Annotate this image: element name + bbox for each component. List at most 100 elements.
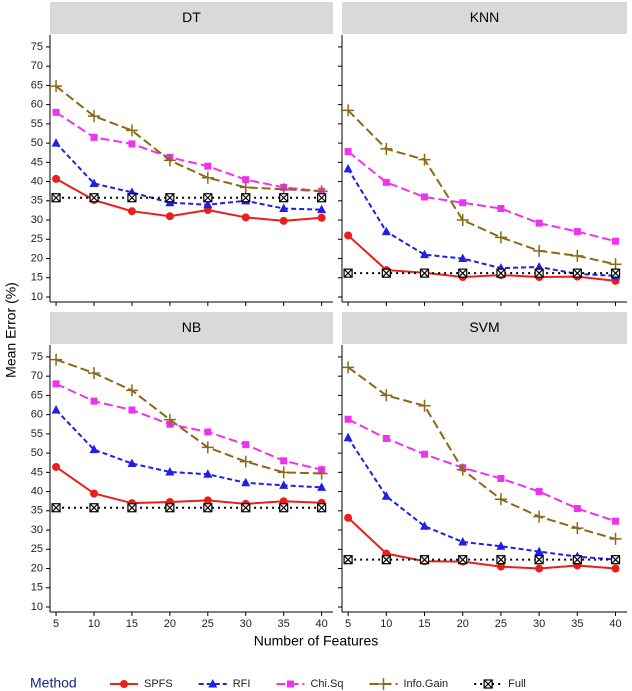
series-line (55, 466, 322, 505)
marker (382, 434, 390, 442)
marker (534, 555, 544, 565)
series-line (347, 150, 616, 243)
marker-shape (343, 163, 353, 173)
marker-shape (203, 503, 213, 513)
marker (315, 467, 328, 480)
legend-label: SPFS (144, 678, 173, 690)
y-tick-label: 65 (31, 389, 43, 401)
marker (203, 496, 212, 505)
marker-shape (382, 434, 390, 442)
marker (456, 214, 469, 227)
y-tick-label: 60 (31, 99, 43, 111)
y-tick-label: 70 (31, 60, 43, 72)
marker (279, 193, 289, 203)
marker-shape (317, 204, 327, 214)
marker (380, 142, 393, 155)
marker-shape (535, 564, 544, 573)
marker-shape (52, 174, 61, 183)
y-tick-label: 55 (31, 428, 43, 440)
marker-shape (89, 444, 99, 454)
marker (343, 432, 353, 442)
marker (343, 268, 353, 278)
marker-shape (279, 193, 289, 203)
y-tick-label: 30 (31, 214, 43, 226)
marker (239, 455, 252, 468)
marker-shape (165, 466, 175, 476)
marker (344, 415, 352, 423)
marker (458, 253, 468, 263)
x-tick-label: 35 (278, 618, 290, 630)
marker-shape (382, 178, 390, 186)
marker-shape (458, 268, 468, 278)
y-tick-label: 55 (31, 118, 43, 130)
y-tick-label: 35 (31, 195, 43, 207)
marker (317, 482, 327, 491)
marker-shape (535, 219, 543, 227)
marker (382, 178, 390, 186)
x-tick-label: 40 (315, 618, 327, 630)
y-tick-label: 60 (31, 409, 43, 421)
legend-label: Full (508, 678, 526, 690)
marker (88, 110, 101, 123)
marker (279, 480, 289, 489)
marker (456, 463, 469, 476)
marker (458, 555, 468, 565)
y-tick-label: 15 (31, 582, 43, 594)
marker-shape (241, 193, 251, 203)
y-axis-label: Mean Error (%) (3, 282, 19, 378)
strip (50, 2, 333, 34)
y-tick-label: 40 (31, 175, 43, 187)
marker-shape (571, 522, 584, 535)
marker (458, 268, 468, 278)
marker-shape (496, 268, 506, 278)
marker (317, 193, 327, 203)
marker-shape (277, 466, 290, 479)
marker (459, 199, 467, 207)
marker-shape (51, 503, 61, 513)
marker-shape (128, 140, 136, 148)
marker-shape (418, 153, 431, 166)
marker-shape (279, 203, 289, 213)
marker-shape (52, 462, 61, 471)
marker-shape (165, 193, 175, 203)
marker (380, 389, 393, 402)
marker (381, 491, 391, 500)
marker (201, 171, 214, 184)
marker-shape (420, 555, 429, 565)
marker (90, 489, 99, 498)
marker (128, 406, 136, 414)
facet-title: KNN (470, 9, 500, 25)
y-tick-label: 10 (31, 601, 43, 613)
facet-title: NB (182, 319, 201, 335)
series-line (347, 366, 616, 540)
marker (125, 384, 138, 397)
marker (279, 203, 289, 213)
series-line (55, 409, 322, 489)
marker (342, 104, 355, 117)
marker (421, 450, 429, 458)
marker-shape (496, 555, 506, 565)
marker-shape (163, 154, 176, 167)
marker (208, 679, 218, 688)
marker-shape (120, 680, 128, 688)
marker (127, 458, 137, 467)
series-line (55, 382, 322, 471)
marker-shape (533, 244, 546, 257)
marker-shape (377, 678, 390, 690)
y-tick-label: 50 (31, 447, 43, 459)
y-tick-label: 70 (31, 370, 43, 382)
marker (494, 493, 507, 506)
marker-shape (89, 503, 99, 513)
marker-shape (89, 178, 99, 188)
marker (52, 462, 61, 471)
marker (241, 503, 251, 513)
marker (165, 212, 174, 221)
marker-shape (535, 488, 543, 496)
marker (609, 258, 622, 271)
series-line (347, 109, 616, 266)
marker (421, 193, 429, 201)
marker (609, 532, 622, 545)
marker (497, 205, 505, 213)
marker (317, 503, 327, 513)
marker-shape (380, 142, 393, 155)
